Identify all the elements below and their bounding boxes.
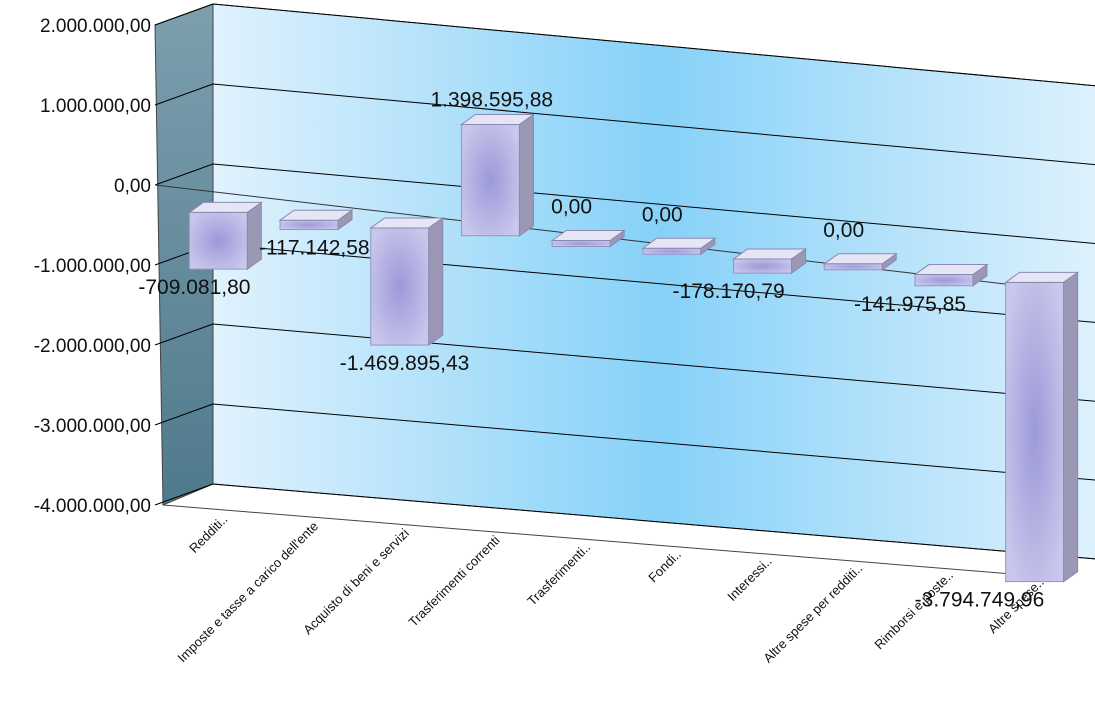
y-tick-label: 1.000.000,00: [40, 96, 151, 117]
gridline: [212, 3, 1095, 87]
gridlines: [154, 3, 1095, 579]
bar: [1004, 271, 1080, 583]
data-label: -3.794.749,96: [915, 589, 1045, 612]
y-tick-label: 0,00: [114, 176, 151, 197]
gridline-side: [154, 323, 214, 346]
gridline: [212, 163, 1095, 244]
gridline: [212, 483, 1095, 560]
data-label: 1.398.595,88: [430, 88, 553, 111]
data-label: -709.081,80: [138, 276, 250, 299]
bar: [822, 252, 898, 271]
category-label: Trasferimenti..: [524, 540, 593, 609]
category-label: Altre spese per redditi..: [760, 561, 865, 666]
bar: [278, 209, 354, 231]
bar: [641, 237, 717, 256]
data-label: -141.975,85: [854, 293, 966, 316]
gridline: [212, 83, 1095, 166]
gridline-side: [154, 483, 214, 506]
category-label: Fondi..: [645, 547, 684, 586]
gridline: [212, 243, 1095, 323]
category-label: Interessi..: [724, 554, 774, 604]
data-label: 0,00: [642, 203, 683, 226]
gridline-side: [154, 163, 214, 186]
y-tick-label: -2.000.000,00: [34, 336, 151, 357]
data-label: -178.170,79: [673, 280, 785, 303]
floor-edge: [162, 504, 1063, 579]
gridline-side: [154, 83, 214, 106]
gridline-side: [154, 3, 214, 26]
data-label: -1.469.895,43: [340, 352, 470, 375]
y-tick-label: 2.000.000,00: [40, 16, 151, 37]
data-label: -117.142,58: [259, 237, 370, 260]
bars: [187, 113, 1080, 583]
data-labels: -709.081,80 -117.142,58 -1.469.895,43 1.398…: [138, 88, 1044, 611]
data-label: 0,00: [823, 219, 864, 242]
gridline: [212, 323, 1095, 402]
y-axis-tick-labels: 2.000.000,00 1.000.000,00 0,00 -1.000.000,0…: [34, 16, 151, 517]
y-tick-label: -1.000.000,00: [34, 256, 151, 277]
bar: [731, 248, 808, 275]
category-label: Acquisto di beni e servizi: [300, 525, 412, 637]
y-tick-label: -3.000.000,00: [34, 416, 151, 437]
bar: [550, 229, 626, 248]
gridline-side: [154, 403, 214, 426]
category-label: Trasferimenti correnti: [405, 532, 502, 629]
y-tick-label: -4.000.000,00: [34, 496, 151, 517]
category-label: Redditi..: [186, 512, 230, 556]
data-label: 0,00: [551, 195, 592, 218]
bar: [187, 201, 263, 271]
bar: [913, 263, 989, 287]
bar: [369, 216, 445, 347]
gridline: [212, 403, 1095, 481]
bar: [459, 113, 536, 237]
